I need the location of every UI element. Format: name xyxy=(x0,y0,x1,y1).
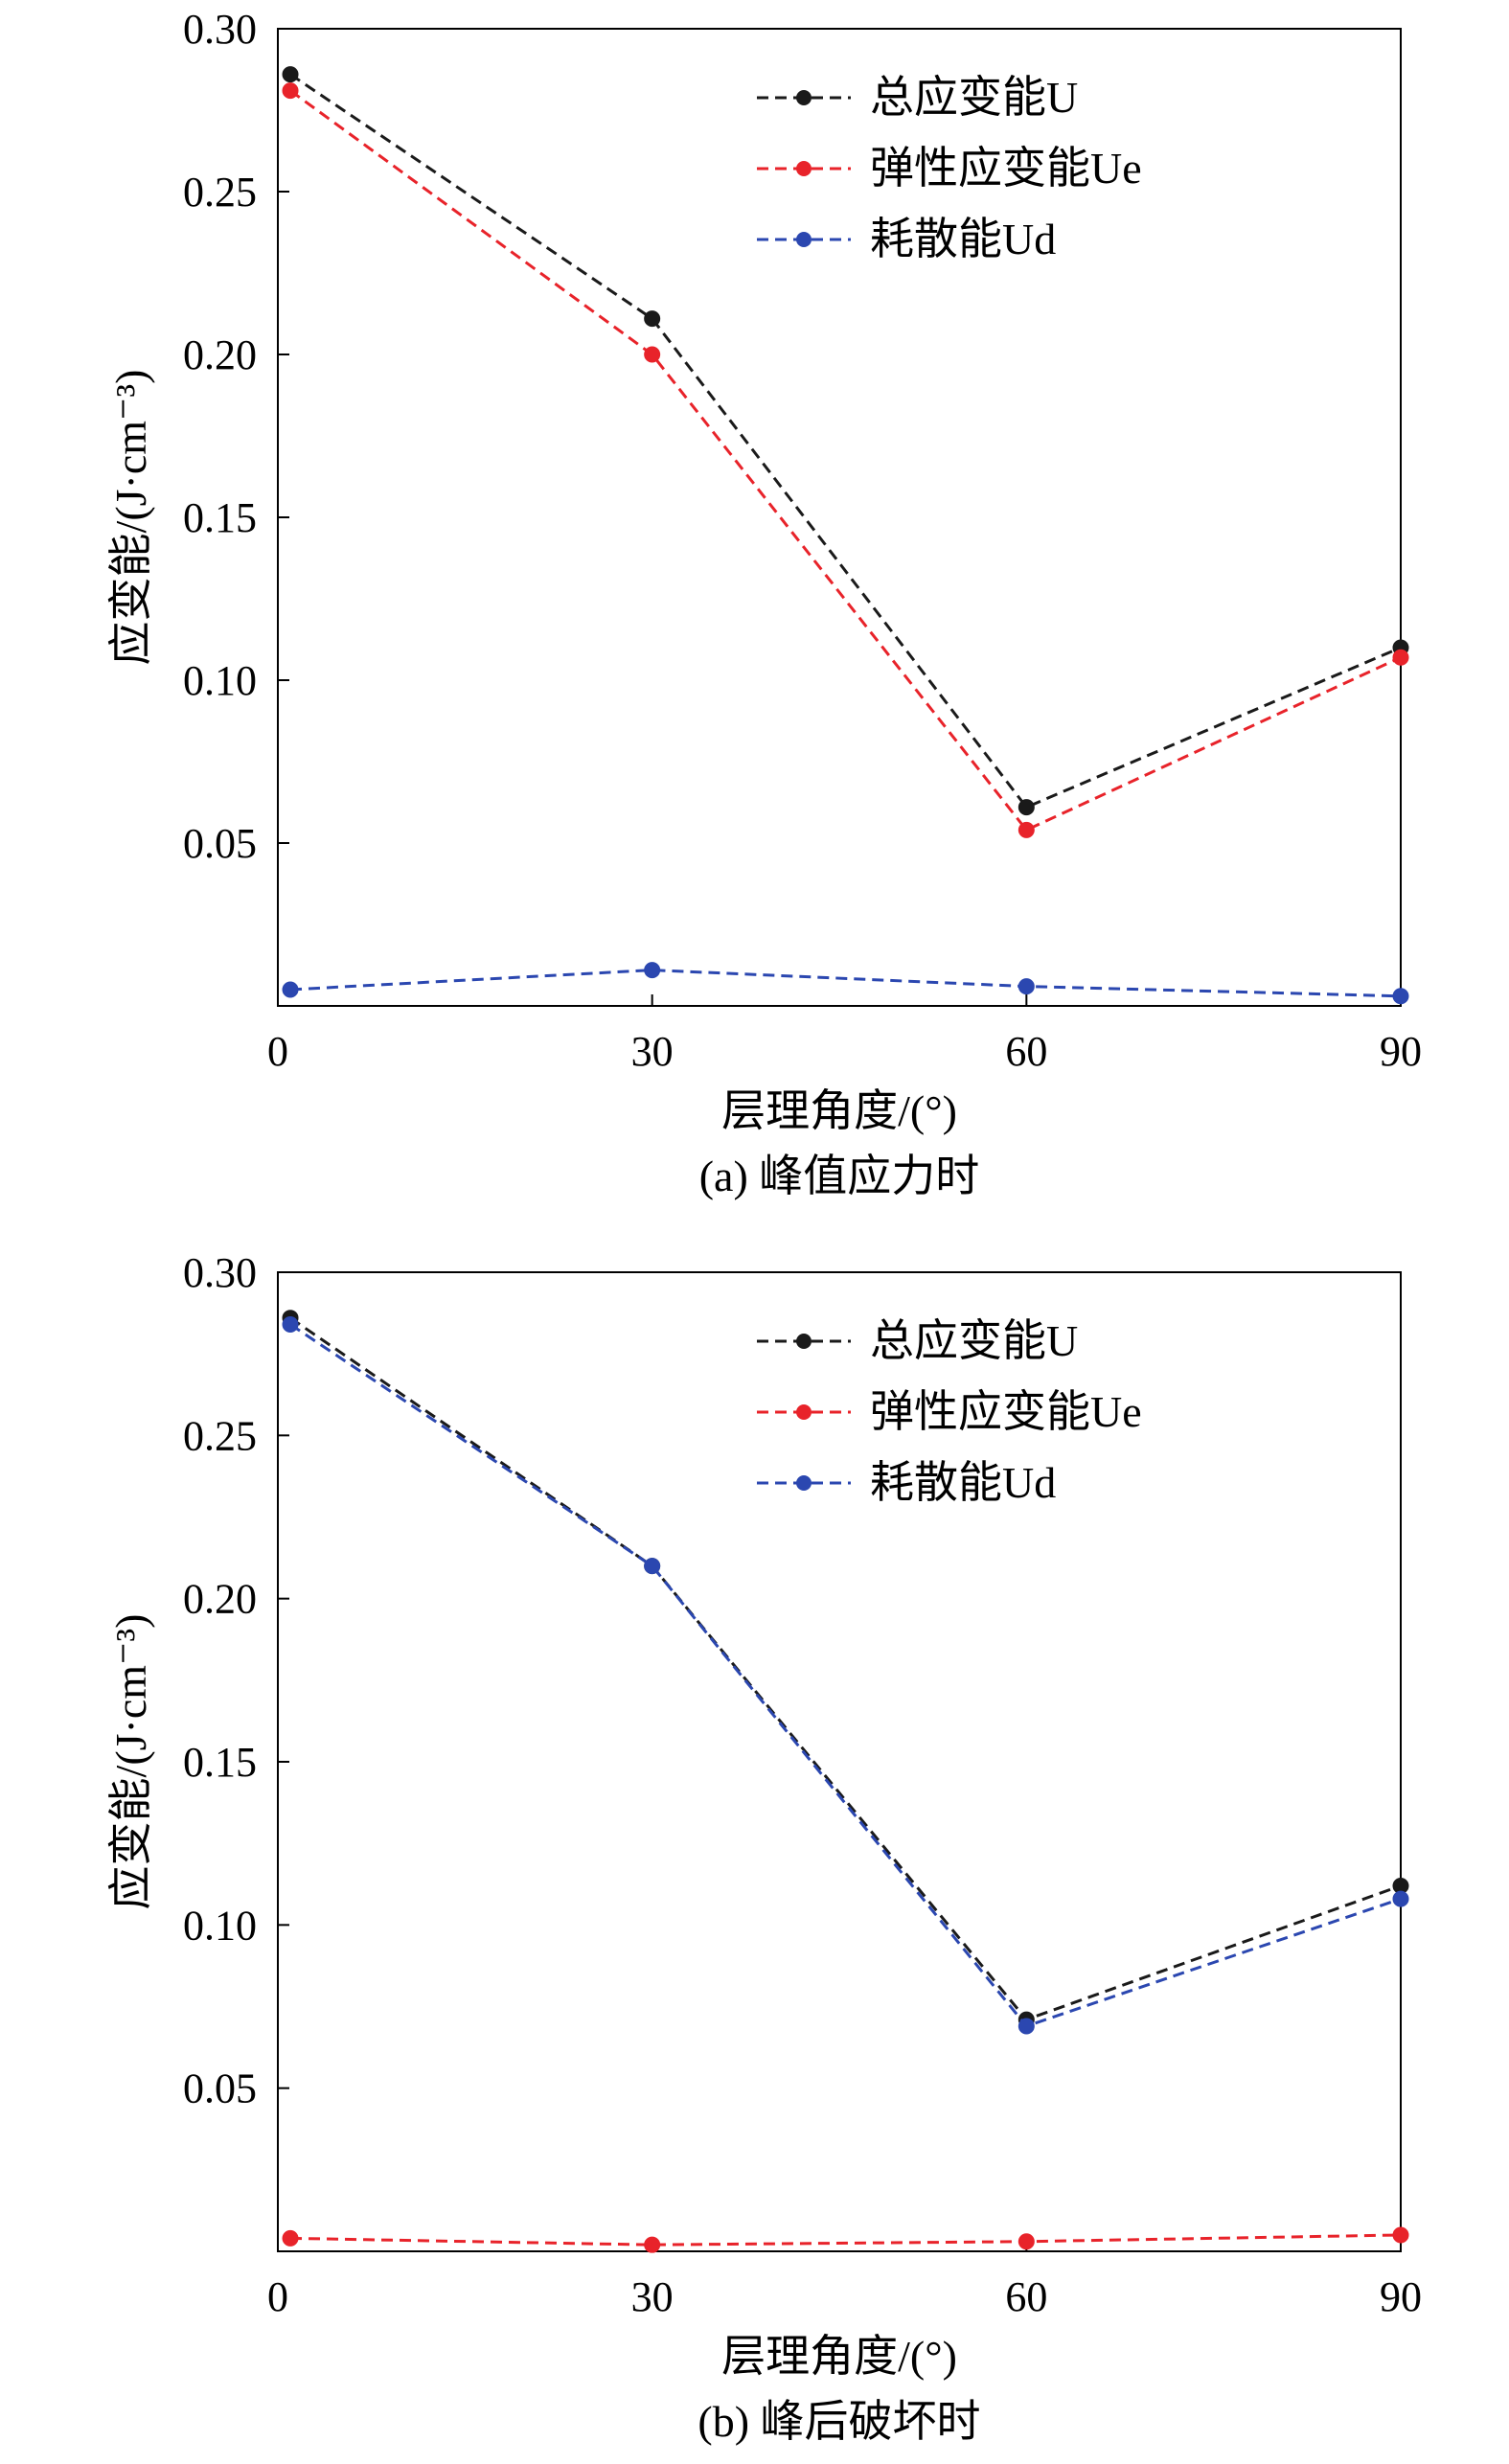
series-line-0 xyxy=(289,1316,1402,2021)
data-point xyxy=(282,66,299,83)
y-tick-label: 0.10 xyxy=(183,657,257,704)
legend-marker xyxy=(796,90,812,105)
y-tick-label: 0.20 xyxy=(183,331,257,378)
y-tick-label: 0.15 xyxy=(183,1739,257,1786)
x-tick-label: 0 xyxy=(267,1028,288,1075)
x-tick-label: 90 xyxy=(1380,2273,1422,2320)
series-line-1 xyxy=(289,89,1402,833)
x-axis-label: 层理角度/(°) xyxy=(721,1086,957,1135)
data-point xyxy=(1017,799,1035,816)
data-point xyxy=(282,82,299,100)
legend-marker xyxy=(796,232,812,247)
data-point xyxy=(644,2236,661,2253)
data-point xyxy=(1017,821,1035,838)
plot-frame xyxy=(277,1271,1402,2252)
series-line-2 xyxy=(289,1323,1402,2028)
legend-marker xyxy=(796,1334,812,1349)
x-tick-label: 0 xyxy=(267,2273,288,2320)
x-tick-label: 30 xyxy=(631,2273,674,2320)
plot-frame xyxy=(277,28,1402,1007)
legend-marker xyxy=(796,1475,812,1491)
y-tick-label: 0.10 xyxy=(183,1902,257,1949)
chart-panel-a: 0 30 60 90 0.05 0.10 0.15 0.20 0.25 0.30 层理角度/(°) 应… xyxy=(106,6,1422,1200)
legend-label: 总应变能U xyxy=(870,73,1078,122)
x-tick-label: 60 xyxy=(1005,2273,1047,2320)
series-line-0 xyxy=(289,73,1402,810)
data-point xyxy=(1392,649,1409,666)
x-tick-label: 30 xyxy=(631,1028,674,1075)
data-point xyxy=(1392,1890,1409,1907)
y-axis-label: 应变能/(J·cm⁻³) xyxy=(106,370,155,666)
y-tick-label: 0.25 xyxy=(183,169,257,216)
series-line-1 xyxy=(289,2233,1402,2247)
data-point xyxy=(282,2229,299,2247)
legend-marker xyxy=(796,161,812,176)
data-point xyxy=(644,962,661,979)
figure-caption: (a) 峰值应力时 xyxy=(699,1152,980,1200)
data-point xyxy=(1392,2226,1409,2244)
y-tick-label: 0.05 xyxy=(183,820,257,867)
y-tick-label: 0.20 xyxy=(183,1576,257,1623)
y-axis-label: 应变能/(J·cm⁻³) xyxy=(106,1614,155,1910)
legend-marker xyxy=(796,1404,812,1420)
y-tick-label: 0.05 xyxy=(183,2065,257,2112)
data-point xyxy=(1392,988,1409,1005)
data-point xyxy=(282,981,299,998)
data-point xyxy=(282,1316,299,1334)
series-line-2 xyxy=(289,969,1402,998)
y-tick-label: 0.25 xyxy=(183,1412,257,1459)
y-tick-label: 0.30 xyxy=(183,1249,257,1296)
data-point xyxy=(644,1558,661,1575)
y-tick-label: 0.15 xyxy=(183,494,257,541)
legend-label: 耗散能Ud xyxy=(870,1458,1056,1507)
legend-label: 弹性应变能Ue xyxy=(870,144,1142,193)
x-tick-label: 90 xyxy=(1380,1028,1422,1075)
data-point xyxy=(1017,2018,1035,2035)
y-tick-label: 0.30 xyxy=(183,6,257,53)
data-point xyxy=(644,346,661,363)
figure-caption: (b) 峰后破坏时 xyxy=(697,2397,980,2446)
x-tick-label: 60 xyxy=(1005,1028,1047,1075)
x-axis-label: 层理角度/(°) xyxy=(721,2332,957,2381)
chart-panel-b: 0 30 60 90 0.05 0.10 0.15 0.20 0.25 0.30 层理角度/(°) 应… xyxy=(106,1249,1422,2446)
data-point xyxy=(1017,2233,1035,2250)
legend-label: 耗散能Ud xyxy=(870,215,1056,263)
legend-label: 弹性应变能Ue xyxy=(870,1387,1142,1436)
data-point xyxy=(1017,978,1035,995)
data-point xyxy=(644,310,661,328)
legend-label: 总应变能U xyxy=(870,1316,1078,1365)
